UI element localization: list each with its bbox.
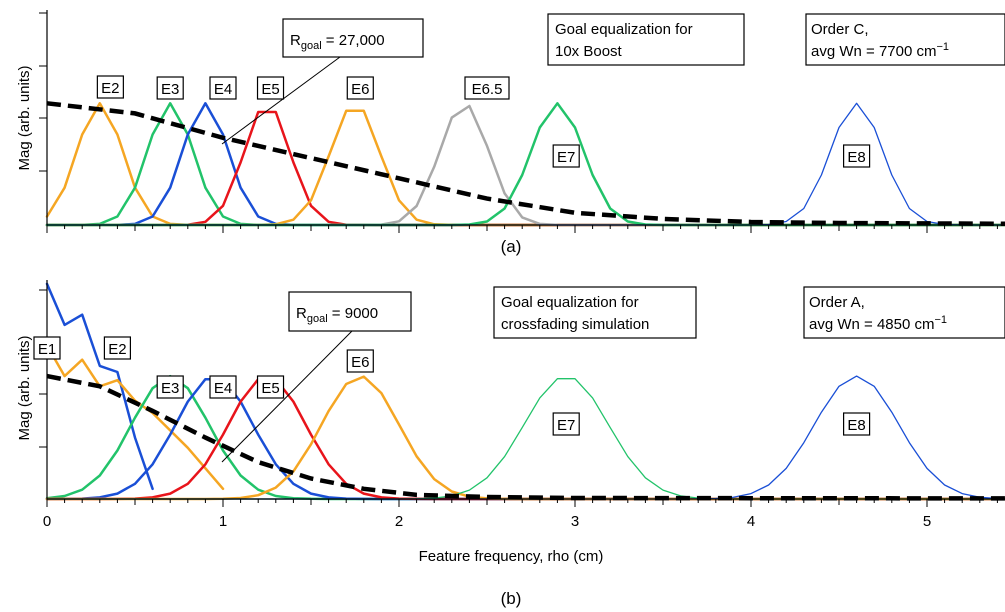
- panel-b-order-box: [803, 286, 1005, 339]
- x-tick-label: 4: [747, 513, 755, 530]
- x-tick-label: 3: [571, 513, 579, 530]
- panel-b-r-goal-pointer: [221, 330, 353, 463]
- peak-label-e7: E7: [552, 144, 580, 168]
- panel-b-goal-line-1: Goal equalization for: [501, 294, 639, 311]
- svg-text:E2: E2: [101, 80, 119, 97]
- svg-text:E4: E4: [214, 380, 232, 397]
- svg-text:E3: E3: [161, 81, 179, 98]
- panel-a-goal-box: [547, 13, 745, 66]
- svg-text:E6.5: E6.5: [472, 81, 503, 98]
- peak-label-e8: E8: [842, 144, 871, 168]
- panel-b-ticks: 0 1 2 3 4 5: [39, 289, 998, 530]
- series-e1: [45, 282, 154, 491]
- panel-a-goal-line-2: 10x Boost: [555, 43, 623, 60]
- svg-text:E2: E2: [108, 341, 126, 358]
- svg-text:E3: E3: [161, 380, 179, 397]
- panel-b-order-line-1: Order A,: [809, 294, 865, 311]
- peak-label-e2: E2: [96, 75, 124, 99]
- panel-b-y-label: Mag (arb. units): [16, 335, 33, 440]
- panel-a-order-box: [805, 13, 1005, 66]
- svg-text:E5: E5: [261, 380, 279, 397]
- peak-label-e8: E8: [842, 412, 871, 436]
- panel-a-label: (a): [501, 237, 522, 256]
- peak-label-e6: E6: [346, 76, 374, 100]
- panel-b: 0 1 2 3 4 5 Mag (arb. units) Feature frequenc…: [16, 280, 1005, 608]
- panel-b-r-goal-text: Rgoal = 9000: [296, 305, 378, 325]
- series-e2: [45, 344, 225, 491]
- peak-label-e7: E7: [552, 412, 580, 436]
- svg-text:E8: E8: [847, 417, 865, 434]
- peak-label-e3: E3: [156, 375, 184, 399]
- panel-a-r-goal-pointer: [221, 56, 341, 145]
- svg-text:E6: E6: [351, 81, 369, 98]
- panel-a-goal-line-1: Goal equalization for: [555, 21, 693, 38]
- peak-label-e2: E2: [103, 336, 132, 360]
- peak-label-e6: E6: [346, 349, 374, 373]
- goal-curve: [46, 373, 1005, 501]
- peak-label-e5: E5: [256, 76, 285, 100]
- panel-b-r-goal-box: [288, 291, 412, 332]
- panel-a-r-goal-text: Rgoal = 27,000: [290, 32, 385, 52]
- svg-text:E1: E1: [38, 341, 56, 358]
- peak-label-e4: E4: [209, 375, 237, 399]
- goal-curve: [46, 101, 1005, 227]
- panel-a-y-label: Mag (arb. units): [16, 65, 33, 170]
- panel-a: Mag (arb. units) (a) Rgoal = 27,000 Goal…: [16, 10, 1005, 256]
- x-tick-label: 5: [923, 513, 931, 530]
- peak-label-e5: E5: [256, 375, 285, 399]
- svg-text:E7: E7: [557, 149, 575, 166]
- peak-label-e3: E3: [156, 76, 184, 100]
- x-tick-label: 2: [395, 513, 403, 530]
- peak-label-e4: E4: [209, 76, 237, 100]
- panel-b-x-label: Feature frequency, rho (cm): [419, 548, 604, 565]
- svg-text:E7: E7: [557, 417, 575, 434]
- panel-a-r-goal-box: [282, 18, 424, 58]
- panel-b-order-line-2: avg Wn = 4850 cm−1: [809, 314, 947, 333]
- x-tick-label: 0: [43, 513, 51, 530]
- peak-label-e1: E1: [33, 336, 61, 360]
- panel-a-peak-labels: E2 E3 E4 E5 E6 E6.5 E7 E8: [96, 75, 871, 168]
- panel-b-peak-labels: E1 E2 E3 E4 E5 E6 E7 E8: [33, 336, 871, 436]
- panel-b-goal-line-2: crossfading simulation: [501, 316, 649, 333]
- svg-text:E5: E5: [261, 81, 279, 98]
- x-tick-label: 1: [219, 513, 227, 530]
- panel-a-ticks: [39, 12, 998, 233]
- panel-b-goal-box: [493, 286, 697, 339]
- peak-label-e6-5: E6.5: [464, 76, 510, 100]
- panel-a-order-line-2: avg Wn = 7700 cm−1: [811, 41, 949, 60]
- panel-a-order-line-1: Order C,: [811, 21, 869, 38]
- panel-b-label: (b): [501, 589, 522, 608]
- svg-text:E8: E8: [847, 149, 865, 166]
- svg-text:E6: E6: [351, 354, 369, 371]
- svg-text:E4: E4: [214, 81, 232, 98]
